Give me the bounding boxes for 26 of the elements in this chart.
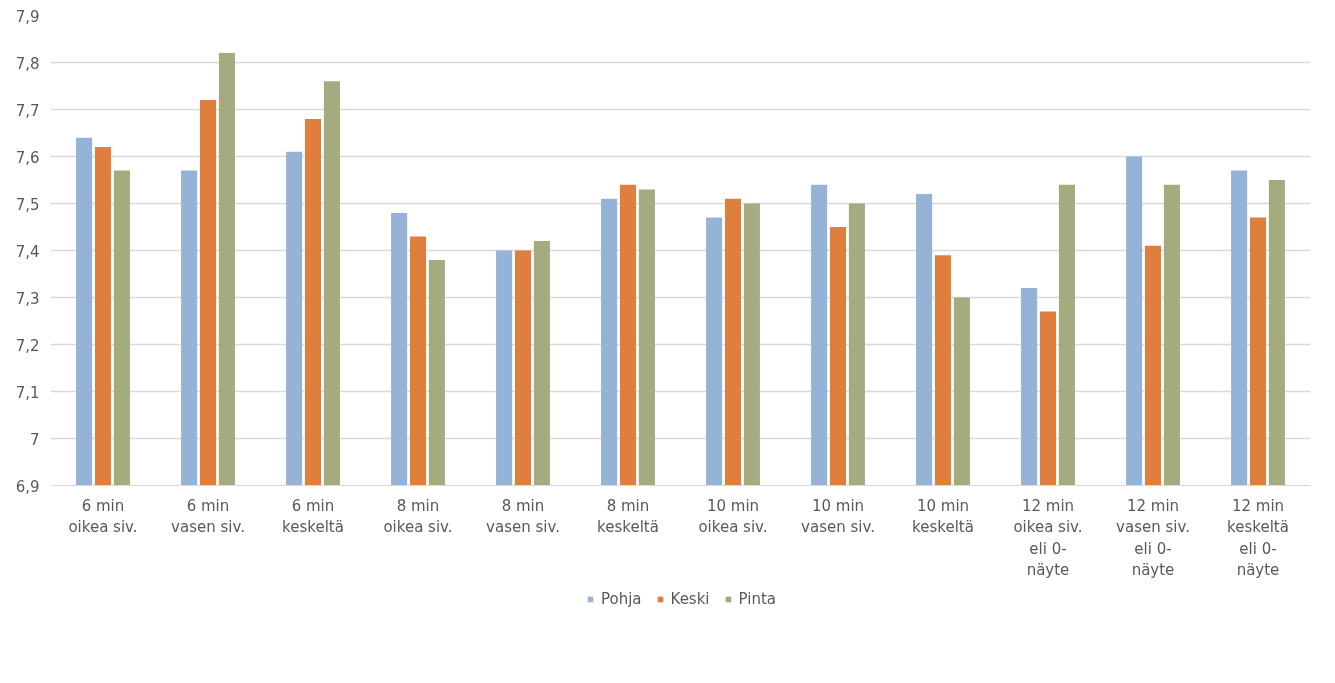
x-tick-label: 6 min oikea siv. <box>68 496 138 537</box>
x-tick-label: 10 min oikea siv. <box>698 496 768 537</box>
x-tick-label: 6 min keskeltä <box>282 496 344 537</box>
y-tick-label: 7,1 <box>15 383 40 402</box>
x-tick-label: 8 min vasen siv. <box>486 496 560 537</box>
x-tick-label: 8 min oikea siv. <box>383 496 453 537</box>
x-tick-label: 8 min keskeltä <box>597 496 659 537</box>
y-tick-label: 7,4 <box>15 242 40 261</box>
y-tick-label: 7,8 <box>15 54 40 73</box>
x-tick-label: 10 min keskeltä <box>912 496 974 537</box>
x-tick-label: 12 min keskeltä eli 0-näyte <box>1227 496 1289 580</box>
y-tick-label: 7,6 <box>15 148 40 167</box>
legend-label: Pinta <box>738 590 777 608</box>
x-tick-label: 12 min vasen siv. eli 0-näyte <box>1116 496 1190 580</box>
x-tick-label: 12 min oikea siv. eli 0-näyte <box>1013 496 1083 580</box>
y-tick-label: 7,7 <box>15 101 40 120</box>
y-tick-label: 7 <box>29 430 40 449</box>
x-tick-label: 10 min vasen siv. <box>801 496 875 537</box>
y-tick-label: 7,2 <box>15 336 40 355</box>
y-tick-label: 7,9 <box>15 7 40 26</box>
x-tick-label: 6 min vasen siv. <box>171 496 245 537</box>
y-tick-label: 7,5 <box>15 195 40 214</box>
y-tick-label: 6,9 <box>15 477 40 496</box>
legend-label: Pohja <box>600 590 642 608</box>
legend-label: Keski <box>670 590 710 608</box>
y-tick-label: 7,3 <box>15 289 40 308</box>
